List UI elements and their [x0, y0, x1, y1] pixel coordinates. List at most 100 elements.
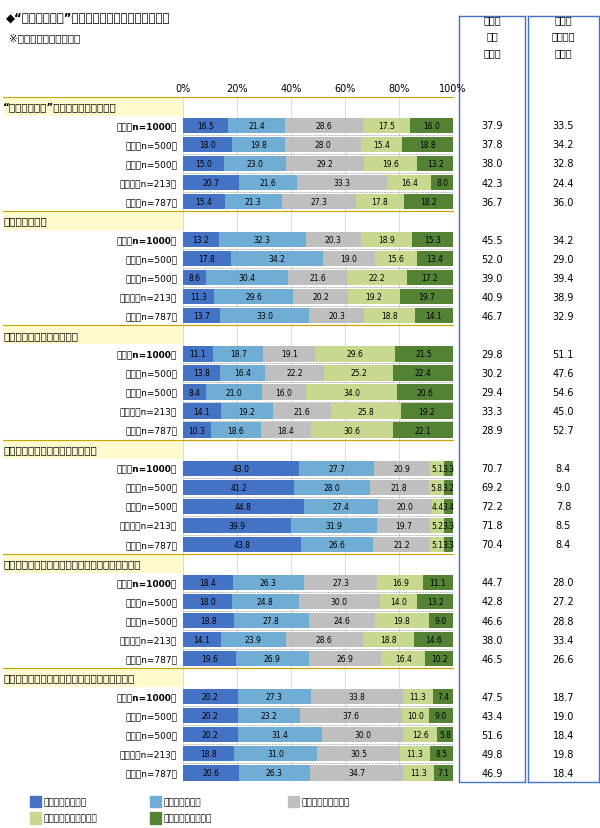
Bar — [392, 366, 453, 381]
Text: 44.8: 44.8 — [235, 502, 252, 511]
Text: 11.3: 11.3 — [409, 692, 426, 701]
Text: 20.6: 20.6 — [417, 388, 434, 397]
Bar — [407, 271, 453, 286]
Text: 32.9: 32.9 — [553, 311, 574, 321]
Text: 女性【n=500】: 女性【n=500】 — [125, 730, 177, 739]
Text: 9.0: 9.0 — [435, 616, 447, 625]
Text: 21.6: 21.6 — [293, 407, 310, 416]
Text: 20.7: 20.7 — [203, 179, 220, 188]
Bar — [325, 366, 392, 381]
Text: 28.0: 28.0 — [553, 578, 574, 588]
Text: 49.8: 49.8 — [481, 749, 503, 759]
Text: 43.0: 43.0 — [233, 465, 250, 473]
Text: 47.5: 47.5 — [481, 692, 503, 702]
Bar — [286, 118, 362, 134]
Text: 24.4: 24.4 — [553, 178, 574, 188]
Bar — [410, 118, 453, 134]
Text: 34.2: 34.2 — [553, 235, 574, 245]
Text: 13.2: 13.2 — [193, 236, 209, 245]
Bar — [437, 727, 453, 743]
Text: 11.3: 11.3 — [407, 749, 424, 758]
Text: 26.3: 26.3 — [260, 578, 277, 587]
Text: 22.1: 22.1 — [415, 426, 431, 435]
Bar — [183, 765, 239, 781]
Text: 27.3: 27.3 — [332, 578, 349, 587]
Bar — [322, 727, 403, 743]
Text: 3.4: 3.4 — [442, 502, 454, 511]
Text: 9.0: 9.0 — [556, 483, 571, 493]
Text: 16.9: 16.9 — [392, 578, 409, 587]
Text: 16.0: 16.0 — [275, 388, 292, 397]
Bar — [400, 290, 453, 305]
Text: 52.0: 52.0 — [481, 254, 503, 264]
Bar — [394, 423, 453, 438]
Bar — [375, 252, 417, 267]
Text: 29.8: 29.8 — [481, 349, 503, 359]
Text: 7.4: 7.4 — [437, 692, 449, 701]
Bar — [183, 727, 238, 743]
Text: 17.2: 17.2 — [421, 274, 438, 283]
Bar — [213, 347, 263, 362]
Bar — [231, 252, 323, 267]
Text: 18.4: 18.4 — [553, 768, 574, 778]
Bar — [183, 708, 238, 724]
Text: 都市部【n=213】: 都市部【n=213】 — [120, 635, 177, 644]
Text: あまりあてはまらない: あまりあてはまらない — [43, 814, 97, 822]
Text: 33.3: 33.3 — [481, 407, 503, 416]
Bar — [183, 271, 206, 286]
Text: 全体【n=1000】: 全体【n=1000】 — [117, 122, 177, 131]
Text: 28.0: 28.0 — [314, 141, 331, 150]
Text: ◆“若者の車離れ”と呼ばれる状況についての意識: ◆“若者の車離れ”と呼ばれる状況についての意識 — [6, 12, 170, 26]
Text: 18.8: 18.8 — [419, 141, 436, 150]
Text: まる: まる — [486, 31, 498, 41]
Text: 80%: 80% — [388, 84, 410, 94]
Text: 14.1: 14.1 — [425, 312, 442, 321]
Bar — [361, 137, 402, 153]
Text: 13.7: 13.7 — [193, 312, 210, 321]
Bar — [183, 176, 239, 191]
Bar — [381, 651, 425, 667]
Text: 21.3: 21.3 — [245, 198, 262, 207]
Text: 11.3: 11.3 — [410, 768, 427, 777]
Bar — [289, 271, 347, 286]
Text: 全くあてはまらない: 全くあてはまらない — [163, 814, 212, 822]
Bar — [397, 385, 453, 400]
Text: 38.0: 38.0 — [481, 635, 503, 645]
Text: 11.1: 11.1 — [190, 350, 206, 359]
Text: 20.0: 20.0 — [397, 502, 413, 511]
Bar — [233, 575, 304, 590]
Bar — [183, 118, 227, 134]
Text: 40%: 40% — [280, 84, 302, 94]
Text: 46.9: 46.9 — [481, 768, 503, 778]
Bar — [286, 156, 364, 172]
Bar — [232, 137, 285, 153]
Text: 男性【n=500】: 男性【n=500】 — [125, 255, 177, 264]
Text: 40.9: 40.9 — [481, 292, 503, 302]
Text: 28.8: 28.8 — [553, 616, 574, 626]
Bar — [286, 633, 363, 647]
Text: 地方【n=787】: 地方【n=787】 — [125, 198, 177, 207]
Text: 都市部【n=213】: 都市部【n=213】 — [120, 179, 177, 188]
Text: 8.4: 8.4 — [556, 540, 571, 550]
Bar — [224, 195, 282, 210]
Bar — [404, 195, 453, 210]
Bar — [183, 499, 304, 514]
Bar — [373, 537, 430, 552]
Bar — [364, 156, 418, 172]
Text: 39.0: 39.0 — [481, 273, 503, 283]
Text: 5.1: 5.1 — [431, 465, 443, 473]
Text: 26.6: 26.6 — [553, 654, 574, 664]
Bar — [429, 708, 453, 724]
Text: 8.5: 8.5 — [436, 749, 448, 758]
Bar — [311, 423, 394, 438]
Text: 10.3: 10.3 — [188, 426, 205, 435]
Text: 18.8: 18.8 — [200, 616, 217, 625]
Text: 8.4: 8.4 — [188, 388, 200, 397]
Text: ややあてはまる: ややあてはまる — [163, 797, 201, 806]
Text: 18.4: 18.4 — [199, 578, 216, 587]
Text: 15.4: 15.4 — [373, 141, 390, 150]
Bar — [261, 423, 311, 438]
Bar — [425, 651, 453, 667]
Bar — [362, 118, 410, 134]
Bar — [282, 195, 356, 210]
